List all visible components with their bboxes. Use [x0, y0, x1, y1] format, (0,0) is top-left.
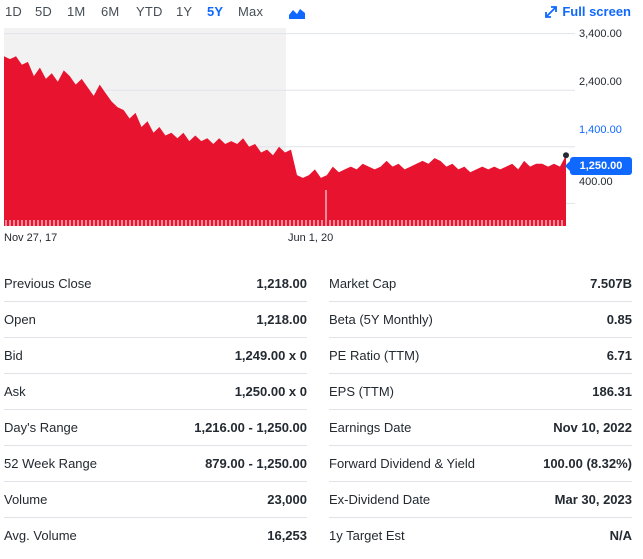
stat-value: Mar 30, 2023	[554, 492, 632, 507]
full-screen-label: Full screen	[562, 4, 631, 19]
summary-row: EPS (TTM) 186.31	[329, 374, 632, 410]
stat-value: 23,000	[267, 492, 307, 507]
range-selector: 1D 5D 1M 6M YTD 1Y 5Y Max Full screen	[0, 0, 643, 26]
last-price-dot	[563, 152, 569, 159]
stat-value: N/A	[609, 528, 632, 543]
stat-label: Ask	[4, 384, 26, 399]
stat-label: Earnings Date	[329, 420, 412, 435]
summary-row: Avg. Volume 16,253	[4, 518, 307, 554]
summary-row: 1y Target Est N/A	[329, 518, 632, 554]
stat-label: PE Ratio (TTM)	[329, 348, 420, 363]
stat-value: 879.00 - 1,250.00	[205, 456, 307, 471]
price-chart[interactable]: 1,250.00 3,400.00 2,400.00 1,400.00 400.…	[0, 26, 643, 248]
expand-arrows-icon	[545, 5, 558, 18]
current-price-badge: 1,250.00	[565, 157, 632, 175]
stat-label: 1y Target Est	[329, 528, 405, 543]
summary-row: PE Ratio (TTM) 6.71	[329, 338, 632, 374]
summary-left-column: Previous Close 1,218.00 Open 1,218.00 Bid 1…	[4, 266, 307, 554]
summary-row: Volume 23,000	[4, 482, 307, 518]
stat-label: Avg. Volume	[4, 528, 77, 543]
stat-value: 1,249.00 x 0	[234, 348, 307, 363]
stat-label: EPS (TTM)	[329, 384, 394, 399]
summary-row: Day's Range 1,216.00 - 1,250.00	[4, 410, 307, 446]
range-1y-button[interactable]: 1Y	[176, 4, 193, 19]
stat-value: 1,216.00 - 1,250.00	[194, 420, 307, 435]
stat-label: Previous Close	[4, 276, 92, 291]
volume-ticks	[5, 190, 563, 226]
mountain-chart-icon[interactable]	[289, 7, 305, 19]
summary-row: Ex-Dividend Date Mar 30, 2023	[329, 482, 632, 518]
stat-label: Forward Dividend & Yield	[329, 456, 475, 471]
range-max-button[interactable]: Max	[238, 4, 264, 19]
stat-label: Bid	[4, 348, 23, 363]
summary-row: Market Cap 7.507B	[329, 266, 632, 302]
stat-value: Nov 10, 2022	[553, 420, 632, 435]
x-tick-label: Nov 27, 17	[4, 232, 58, 244]
y-tick-label: 400.00	[579, 176, 613, 188]
stat-value: 100.00 (8.32%)	[543, 456, 632, 471]
stat-label: Volume	[4, 492, 48, 507]
stat-value: 7.507B	[590, 276, 632, 291]
stat-value: 1,218.00	[256, 312, 307, 327]
stat-label: 52 Week Range	[4, 456, 97, 471]
summary-row: Beta (5Y Monthly) 0.85	[329, 302, 632, 338]
x-tick-label: Jun 1, 20	[288, 232, 334, 244]
stat-value: 6.71	[606, 348, 632, 363]
stat-label: Beta (5Y Monthly)	[329, 312, 433, 327]
stat-value: 16,253	[267, 528, 307, 543]
price-area	[4, 56, 566, 226]
stat-value: 0.85	[606, 312, 632, 327]
summary-row: Forward Dividend & Yield 100.00 (8.32%)	[329, 446, 632, 482]
range-5y-button[interactable]: 5Y	[207, 4, 224, 19]
summary-row: Previous Close 1,218.00	[4, 266, 307, 302]
y-tick-label: 2,400.00	[579, 76, 622, 88]
range-5d-button[interactable]: 5D	[35, 4, 53, 19]
y-tick-label: 1,400.00	[579, 124, 622, 136]
range-1d-button[interactable]: 1D	[5, 4, 23, 19]
summary-row: Ask 1,250.00 x 0	[4, 374, 307, 410]
stat-label: Ex-Dividend Date	[329, 492, 431, 507]
stat-label: Day's Range	[4, 420, 79, 435]
range-1m-button[interactable]: 1M	[67, 4, 86, 19]
stat-label: Open	[4, 312, 36, 327]
stat-value: 186.31	[592, 384, 632, 399]
summary-row: Open 1,218.00	[4, 302, 307, 338]
summary-right-column: Market Cap 7.507B Beta (5Y Monthly) 0.85 P…	[329, 266, 632, 554]
range-ytd-button[interactable]: YTD	[136, 4, 163, 19]
summary-row: 52 Week Range 879.00 - 1,250.00	[4, 446, 307, 482]
stat-label: Market Cap	[329, 276, 397, 291]
range-6m-button[interactable]: 6M	[101, 4, 120, 19]
stat-value: 1,250.00 x 0	[234, 384, 307, 399]
y-tick-label: 3,400.00	[579, 28, 622, 40]
summary-row: Bid 1,249.00 x 0	[4, 338, 307, 374]
full-screen-button[interactable]: Full screen	[545, 4, 631, 19]
summary-row: Earnings Date Nov 10, 2022	[329, 410, 632, 446]
stat-value: 1,218.00	[256, 276, 307, 291]
price-chart-svg	[4, 28, 575, 226]
